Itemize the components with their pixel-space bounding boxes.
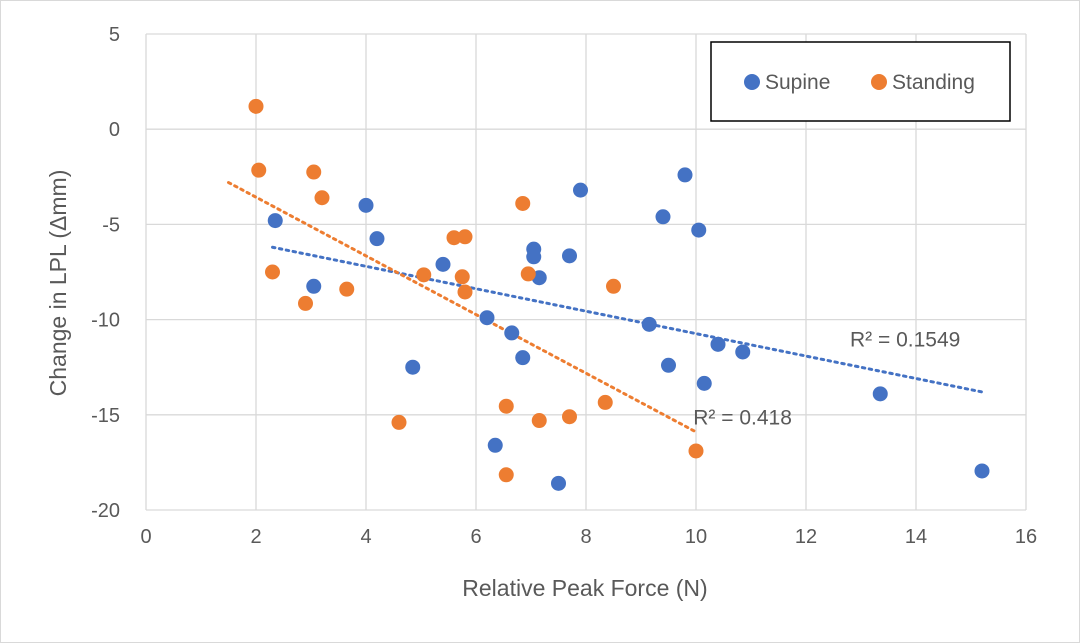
r-squared-standing: R² = 0.418 xyxy=(693,406,792,429)
legend: Supine Standing xyxy=(710,41,1011,122)
legend-marker-supine xyxy=(744,74,760,90)
point-supine xyxy=(551,475,566,491)
point-supine xyxy=(479,310,495,326)
point-standing xyxy=(606,278,621,294)
point-supine xyxy=(696,375,712,391)
point-standing xyxy=(251,162,267,178)
y-tick-label: -5 xyxy=(102,214,120,236)
point-standing xyxy=(391,414,407,430)
x-axis-title: Relative Peak Force (N) xyxy=(462,575,707,601)
point-standing xyxy=(688,443,704,459)
point-standing xyxy=(454,269,470,285)
point-supine xyxy=(306,278,322,294)
point-standing xyxy=(457,229,473,245)
x-tick-label: 8 xyxy=(580,526,591,548)
point-supine xyxy=(641,316,657,332)
point-supine xyxy=(487,437,503,453)
point-standing xyxy=(248,98,264,114)
point-standing xyxy=(531,413,547,429)
legend-marker-standing xyxy=(871,74,887,90)
point-supine xyxy=(872,386,888,402)
x-tick-label: 10 xyxy=(685,526,707,548)
point-standing xyxy=(339,281,355,297)
point-supine xyxy=(405,359,421,375)
point-supine xyxy=(369,231,385,247)
point-supine xyxy=(267,213,283,229)
point-supine xyxy=(526,249,542,265)
data-points xyxy=(248,98,990,491)
point-supine xyxy=(710,336,726,352)
point-standing xyxy=(265,264,280,280)
y-tick-label: 0 xyxy=(109,119,120,141)
point-standing xyxy=(515,195,531,211)
gridlines xyxy=(145,33,1027,511)
point-supine xyxy=(691,222,707,238)
point-standing xyxy=(498,467,514,483)
legend-label-standing: Standing xyxy=(892,71,975,94)
y-tick-label: 5 xyxy=(109,24,120,46)
point-standing xyxy=(314,190,330,206)
y-tick-label: -15 xyxy=(91,405,120,427)
point-supine xyxy=(974,463,990,479)
x-tick-label: 0 xyxy=(140,526,151,548)
point-standing xyxy=(597,394,613,410)
x-tick-label: 6 xyxy=(470,526,481,548)
x-tick-label: 2 xyxy=(250,526,261,548)
point-standing xyxy=(298,295,313,311)
point-supine xyxy=(515,350,531,366)
x-tick-label: 16 xyxy=(1015,526,1037,548)
legend-box xyxy=(710,41,1011,122)
point-supine xyxy=(562,248,577,264)
point-standing xyxy=(306,164,322,180)
trendlines xyxy=(227,181,984,434)
r-squared-labels: R² = 0.1549 R² = 0.418 xyxy=(693,328,960,429)
point-supine xyxy=(358,197,374,213)
r-squared-supine: R² = 0.1549 xyxy=(850,328,960,351)
trendline-supine xyxy=(271,245,984,394)
trendline-standing xyxy=(227,181,698,434)
y-tick-label: -10 xyxy=(91,310,120,332)
legend-label-supine: Supine xyxy=(765,71,830,94)
tick-labels: 0 2 4 6 8 10 12 14 16 5 0 -5 -10 -15 -20 xyxy=(91,24,1037,548)
point-supine xyxy=(573,182,588,198)
x-tick-label: 12 xyxy=(795,526,817,548)
point-supine xyxy=(677,167,693,183)
y-tick-label: -20 xyxy=(91,500,120,522)
point-standing xyxy=(562,409,577,425)
x-tick-label: 14 xyxy=(905,526,927,548)
point-standing xyxy=(446,230,462,246)
point-standing xyxy=(520,266,536,282)
point-standing xyxy=(498,398,514,414)
point-supine xyxy=(435,256,451,272)
y-axis-title: Change in LPL (Δmm) xyxy=(45,170,71,397)
point-supine xyxy=(735,344,751,360)
point-supine xyxy=(655,209,671,225)
point-standing xyxy=(416,267,432,283)
point-supine xyxy=(504,325,520,341)
x-tick-label: 4 xyxy=(360,526,371,548)
point-supine xyxy=(661,357,676,373)
point-standing xyxy=(457,284,473,300)
